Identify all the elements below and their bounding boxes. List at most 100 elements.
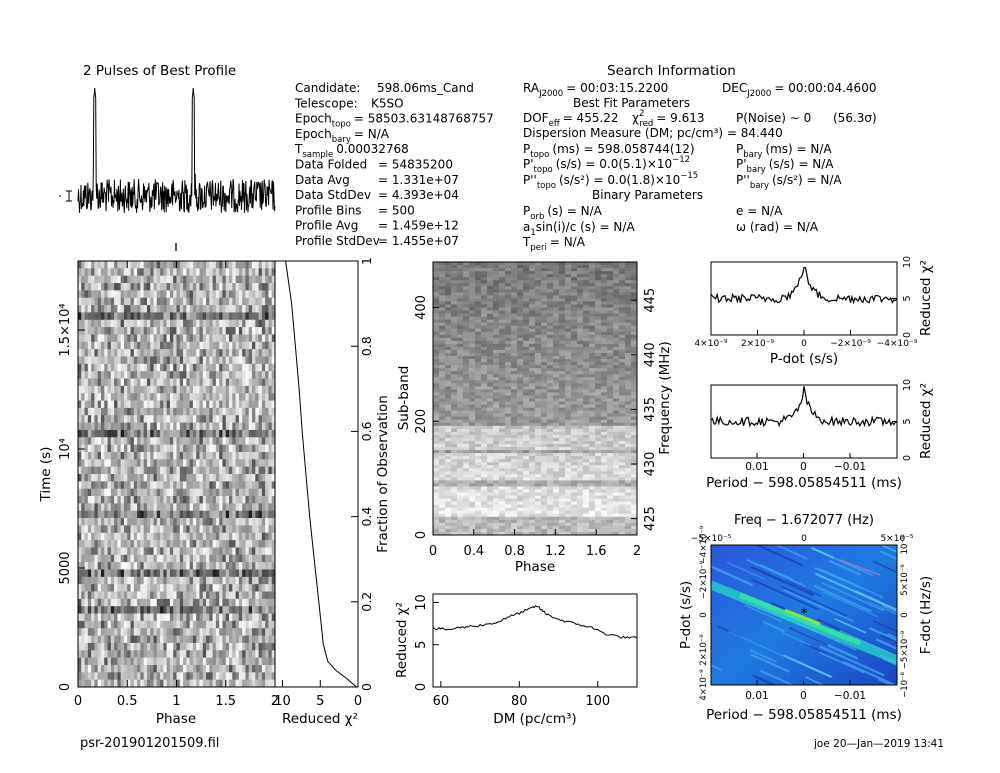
ra-sub: J2000	[538, 89, 563, 99]
dec-sub: J2000	[746, 89, 771, 99]
pddbary-label: P''	[736, 173, 750, 187]
pdot-xticks: 4×10⁻⁹ 2×10⁻⁹ 0 −2×10⁻⁹ −4×10⁻⁹	[694, 330, 918, 349]
cand-row-label: Candidate:	[295, 81, 360, 95]
ppdot-right-ticks: −10⁻⁸ −5×10⁻⁹ 0 5×10⁻⁹ 10⁻⁸	[900, 535, 910, 698]
cand-row-value: 598.06ms_Cand	[377, 81, 474, 95]
cand-row-value: = 1.455e+07	[378, 234, 459, 248]
svg-text:P''topo(s/s²) = 0.0(1.8)×10−15: P''topo (s/s²) = 0.0(1.8)×10−15	[523, 171, 698, 191]
cand-row-label: Profile StdDev	[295, 234, 380, 248]
pdot-ylabel: Reduced χ²	[918, 260, 934, 336]
tick-label: −5×10⁻⁹	[900, 630, 910, 669]
tick-label: 5000	[58, 551, 73, 584]
ppdot-y2label: F-dot (Hz/s)	[918, 576, 934, 654]
pdtopo-sub: topo	[534, 165, 553, 175]
svg-text:DECJ2000= 00:00:04.4600: DECJ2000 = 00:00:04.4600	[722, 81, 876, 99]
cand-row-label: Data Folded	[295, 158, 367, 172]
subband-phase-image	[433, 262, 638, 536]
tick-label: 1.5	[215, 694, 236, 709]
ppdot-left-ticks: 4×10⁻⁹ 2×10⁻⁹ 0 −2×10⁻⁹−4×10⁻⁹	[699, 525, 709, 700]
cand-row-value: = 4.393e+04	[378, 188, 459, 202]
asini-value: sin(i)/c (s) = N/A	[536, 220, 636, 234]
chi-value: = 9.613	[656, 111, 704, 125]
pbary-value: (ms) = N/A	[765, 142, 832, 156]
tick-label: 60	[433, 694, 450, 709]
ra-value: = 00:03:15.2200	[566, 81, 668, 95]
ppdot-peak-marker: *	[801, 606, 808, 622]
porb-value: (s) = N/A	[547, 204, 602, 218]
subband-freq-ticks: 425 430 435 440 445	[631, 288, 658, 531]
ppdot-plane: * Freq − 1.672077 (Hz) −5×10⁻⁵ 0 5×10⁻⁵ 0.…	[678, 513, 934, 723]
tick-label: 0.2	[359, 592, 374, 612]
footer-stamp: joe 20—Jan—2019 13:41	[813, 738, 944, 750]
profile-trace	[77, 87, 276, 213]
dof-sub: eff	[549, 119, 561, 129]
cand-row-label: Profile Bins	[295, 203, 362, 217]
tick-label: 0	[900, 612, 910, 617]
tick-label: 10	[274, 694, 291, 709]
pnoise: P(Noise) ∼ 0	[736, 111, 811, 125]
dof-label: DOF	[523, 111, 549, 125]
omega: ω (rad) = N/A	[736, 220, 819, 234]
tick-label: 200	[414, 409, 429, 434]
chi-fraction-yticks: 0 0.2 0.4 0.6 0.8 1	[351, 257, 374, 691]
tick-label: −5×10⁻⁵	[691, 534, 732, 544]
chi-fraction-xlabel: Reduced χ²	[282, 711, 358, 727]
period-yticks: 0 5 10	[892, 379, 913, 461]
search-info: RAJ2000 = 00:03:15.2200 DECJ2000 = 00:00:0…	[522, 81, 877, 253]
tick-label: −0.01	[834, 461, 866, 473]
tick-label: 0.6	[359, 421, 374, 441]
chi-label: χ	[632, 111, 639, 125]
chi-sub: red	[639, 119, 653, 129]
pddbary-value: (s/s²) = N/A	[772, 173, 842, 187]
ppdot-title: Freq − 1.672077 (Hz)	[734, 513, 874, 528]
subband-yticks: 0 200 400	[414, 295, 439, 539]
pbary-label: P	[736, 142, 743, 156]
tick-label: 0.4	[359, 507, 374, 527]
cand-row-value: = 1.331e+07	[378, 173, 459, 187]
asini-sub: 1	[530, 228, 535, 238]
cand-row-label: Epochbary = N/A	[295, 127, 390, 145]
dm-xlabel: DM (pc/cm³)	[493, 711, 576, 727]
tick-label: 0	[902, 332, 913, 338]
best-fit-title: Best Fit Parameters	[573, 96, 690, 110]
time-phase-plot: 0 0.5 1 1.5 2 0 5000 10⁴ 1.5×10⁴ Phase Time (s)	[38, 260, 279, 727]
subband-phase-plot: 0 0.4 0.8 1.2 1.6 2 0 200 400 425 430 435 440 445 P…	[396, 261, 673, 575]
period-curve	[710, 386, 898, 428]
filename: psr-201901201509.fil	[80, 736, 219, 751]
time-phase-image	[78, 261, 276, 688]
ptopo-sub: topo	[530, 150, 549, 160]
subband-xlabel: Phase	[515, 559, 555, 575]
svg-text:P'topo(s/s) = 0.0(5.1)×10−12: P'topo (s/s) = 0.0(5.1)×10−12	[523, 155, 690, 175]
tick-label: 1.2	[545, 544, 566, 559]
time-phase-xlabel: Phase	[156, 711, 196, 727]
period-xticks: 0.01 0 −0.01	[745, 453, 866, 473]
pddtopo-label: P''	[523, 173, 537, 187]
tick-label: −4×10⁻⁹	[877, 339, 918, 349]
tick-label: 0	[699, 612, 709, 617]
tick-label: 1	[172, 694, 180, 709]
cand-row-value: = 1.459e+12	[378, 219, 459, 233]
cand-row-value: K5SO	[371, 96, 404, 110]
dof-value: = 455.22	[563, 111, 619, 125]
subband-ylabel: Sub-band	[396, 366, 412, 431]
pdbary-value: (s/s) = N/A	[769, 157, 835, 171]
period-plot: 0.01 0 −0.01 0 5 10 Period − 598.05854511 (m…	[706, 379, 934, 491]
dm-xticks: 60 80 100	[433, 681, 610, 709]
tperi-value: = N/A	[550, 235, 586, 249]
tick-label: 1.6	[586, 544, 607, 559]
dm-ylabel: Reduced χ²	[394, 602, 410, 678]
svg-text:Ptopo(ms) = 598.058744(12): Ptopo (ms) = 598.058744(12)	[523, 142, 695, 160]
tick-label: 4×10⁻⁹	[699, 669, 709, 701]
chi-fraction-xticks: 10 5 0	[274, 680, 362, 709]
tick-label: 1	[359, 257, 374, 265]
tick-label: 0	[414, 683, 429, 691]
ra-label: RA	[523, 81, 540, 95]
asini-label: a	[523, 220, 530, 234]
tick-label: −2×10⁻⁹	[830, 339, 871, 349]
cand-row-label: Data Avg	[295, 173, 350, 187]
pdtopo-label: P'	[523, 157, 534, 171]
tick-label: 0	[429, 544, 437, 559]
tick-label: 0.4	[463, 544, 484, 559]
candidate-info: Candidate: 598.06ms_Cand Telescope: K5SO Epo…	[294, 81, 494, 248]
tick-label: 0	[902, 455, 913, 461]
